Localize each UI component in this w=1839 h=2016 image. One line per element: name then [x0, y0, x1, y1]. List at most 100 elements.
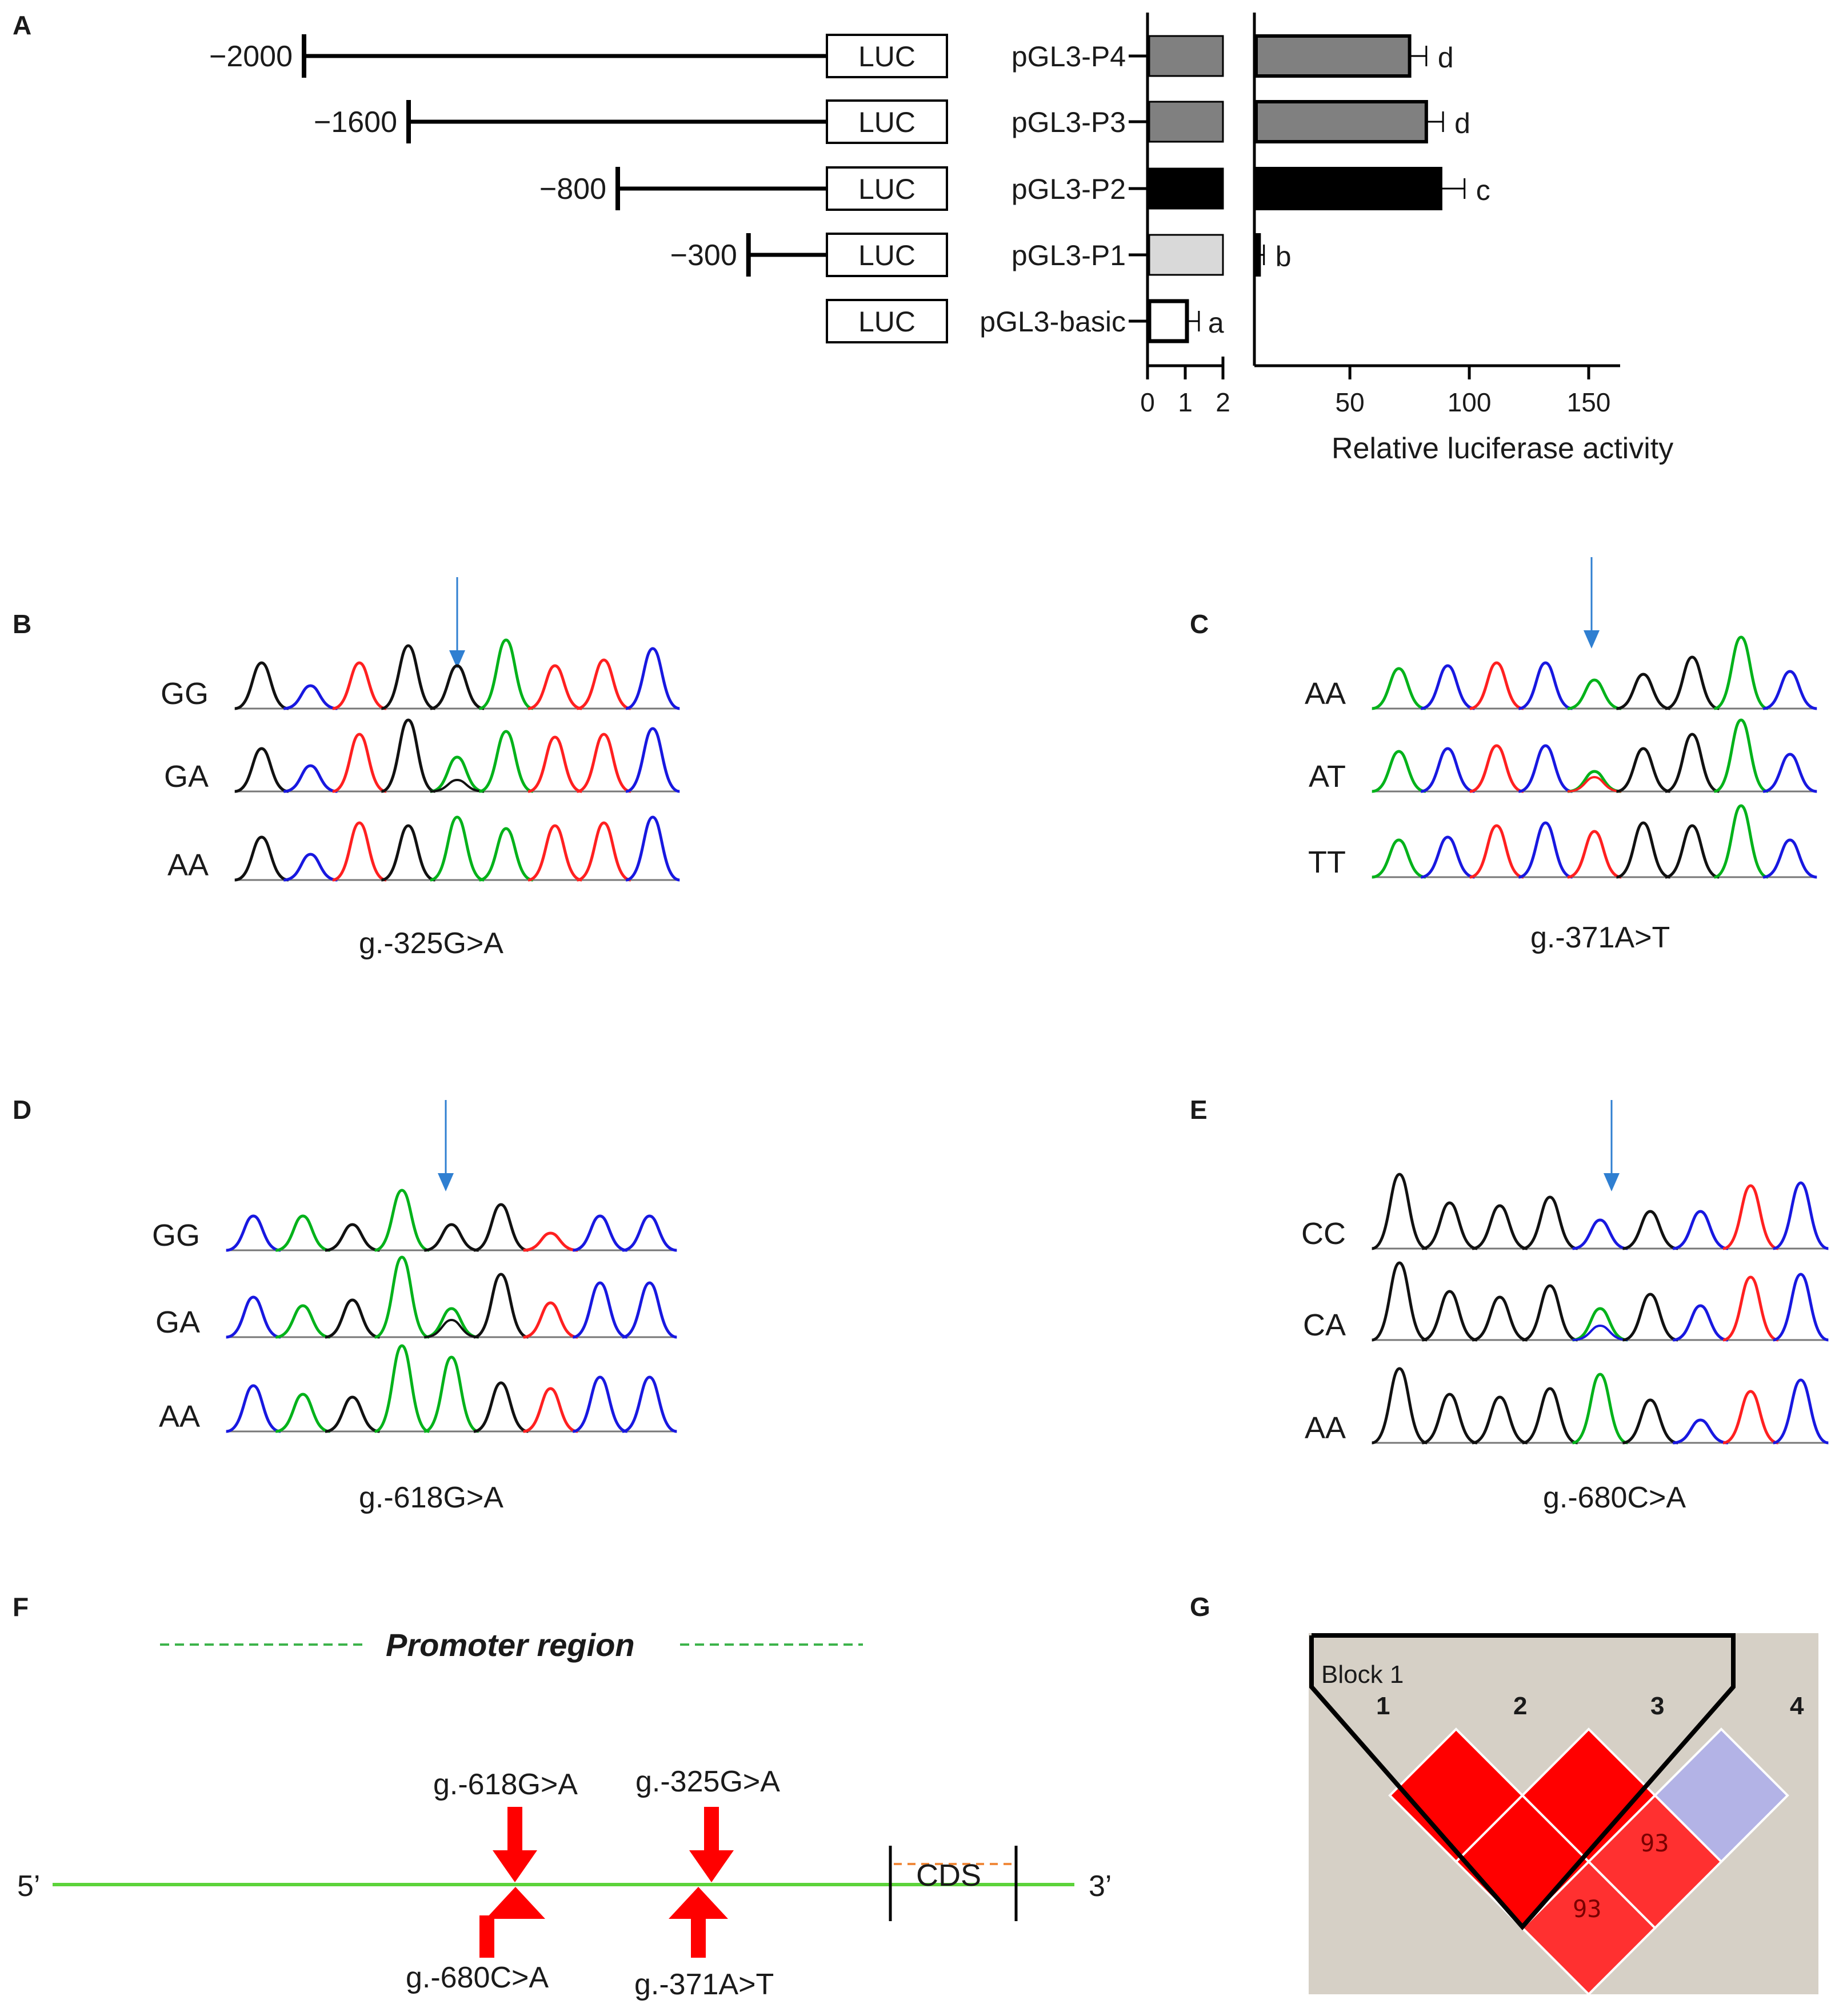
trace-peak [1420, 835, 1475, 879]
trace-peak [1567, 678, 1622, 710]
trace-secondary-peak [424, 1318, 479, 1338]
trace-peak [1572, 1373, 1628, 1445]
snp-arrow-325 [689, 1807, 734, 1882]
x-axis-title: Relative luciferase activity [1332, 432, 1673, 465]
construct-name: pGL3-P2 [1012, 173, 1126, 205]
trace-peak [577, 733, 631, 793]
trace-row: GA [164, 718, 680, 794]
snp-label-618: g.-618G>A [433, 1768, 578, 1801]
snp-label-371: g.-371A>T [634, 1968, 774, 2001]
trace-peak [332, 733, 387, 793]
trace-peak [473, 1273, 529, 1339]
trace-peak [527, 824, 582, 882]
genotype-label: AA [159, 1399, 200, 1434]
five-prime-label: 5’ [17, 1870, 40, 1903]
luc-label: LUC [858, 173, 915, 205]
trace-peak [478, 730, 534, 793]
trace-peak [275, 1214, 331, 1252]
bar-low-segment [1148, 101, 1224, 143]
trace-peak [473, 1381, 529, 1433]
trace-row: AA [159, 1344, 677, 1434]
trace-peak [1616, 747, 1671, 793]
snp-arrow-618 [493, 1807, 537, 1882]
trace-peak [523, 1301, 578, 1339]
trace-peak [473, 1203, 529, 1252]
trace-peak [1420, 664, 1475, 710]
trace-peak [1522, 1284, 1578, 1342]
trace-peak [226, 1214, 281, 1252]
trace-peak [1372, 838, 1426, 879]
x-tick-label: 150 [1567, 387, 1611, 417]
genotype-label: AA [167, 848, 209, 882]
trace-peak [1616, 673, 1670, 710]
trace-peak [1420, 747, 1475, 793]
fragment-position-label: −2000 [209, 40, 293, 73]
trace-peak [283, 684, 338, 710]
construct-row: −300 LUC pGL3-P1 [670, 233, 1148, 277]
trace-peak [1722, 1275, 1779, 1342]
trace-peak [1472, 1395, 1528, 1445]
panel-label-g: G [1190, 1592, 1210, 1622]
bar-pGL3-P1: b [1148, 233, 1292, 277]
trace-peak [1472, 1204, 1528, 1250]
snp-arrow-371 [669, 1887, 728, 1958]
x-tick-label: 1 [1178, 387, 1193, 417]
ld-marker-3: 3 [1650, 1692, 1664, 1720]
bar-low-segment [1148, 35, 1224, 77]
construct-row: −800 LUC pGL3-P2 [539, 166, 1148, 211]
caption-c: g.-371A>T [1530, 921, 1670, 954]
trace-peak [325, 1298, 380, 1339]
caption-e: g.-680C>A [1543, 1481, 1686, 1514]
construct-name: pGL3-P4 [1012, 41, 1126, 73]
trace-peak [1665, 824, 1720, 879]
trace-peak [1572, 1307, 1628, 1342]
trace-peak [325, 1395, 380, 1433]
genotype-label: GG [161, 677, 209, 711]
trace-secondary-peak [430, 778, 485, 793]
trace-peak [1673, 1418, 1729, 1445]
trace-peak [430, 664, 485, 710]
luciferase-bar-chart: Relative luciferase activity d d c b a 0 1 2 50 1… [1140, 13, 1673, 465]
genotype-label: GA [155, 1305, 200, 1339]
trace-peak [1522, 1195, 1578, 1250]
bar-high-segment [1254, 233, 1261, 277]
significance-letter: b [1276, 241, 1292, 273]
trace-peak [1762, 753, 1817, 793]
trace-peak [1665, 655, 1720, 710]
trace-peak [1672, 1210, 1729, 1250]
trace-peak [1469, 661, 1524, 710]
trace-peak [1622, 1398, 1678, 1445]
bar-high-segment [1254, 167, 1442, 210]
trace-peak [478, 638, 534, 710]
trace-peak [523, 1387, 578, 1433]
trace-peak [1421, 1201, 1478, 1250]
trace-peak [1616, 821, 1671, 879]
genotype-label: GA [164, 759, 209, 794]
construct-row: −2000 LUC pGL3-P4 [209, 34, 1148, 78]
trace-peak [374, 1189, 430, 1252]
trace-peak [527, 735, 582, 793]
trace-peak [622, 1214, 677, 1252]
bar-pGL3-basic: a [1147, 299, 1224, 343]
trace-peak [1522, 1387, 1578, 1445]
construct-name: pGL3-P1 [1012, 239, 1126, 271]
panel-label-a: A [13, 10, 31, 40]
trace-row: GG [152, 1189, 677, 1253]
trace-peak [1567, 770, 1622, 793]
panel-label-c: C [1190, 609, 1209, 639]
trace-peak [325, 1223, 380, 1252]
trace-peak [1773, 1181, 1829, 1250]
genotype-label: CC [1301, 1217, 1346, 1251]
x-tick-label: 2 [1216, 387, 1230, 417]
trace-row: AA [1305, 635, 1817, 711]
trace-peak [572, 1375, 628, 1433]
trace-peak [1713, 718, 1769, 793]
trace-peak [577, 658, 631, 710]
panel-label-b: B [13, 609, 31, 639]
trace-row: CC [1301, 1173, 1829, 1251]
trace-peak [424, 1223, 479, 1252]
chromatogram-panel-d: GG GA AA [152, 1100, 677, 1434]
trace-row: AT [1309, 718, 1817, 794]
panel-label-f: F [13, 1592, 29, 1622]
trace-peak [625, 647, 680, 710]
